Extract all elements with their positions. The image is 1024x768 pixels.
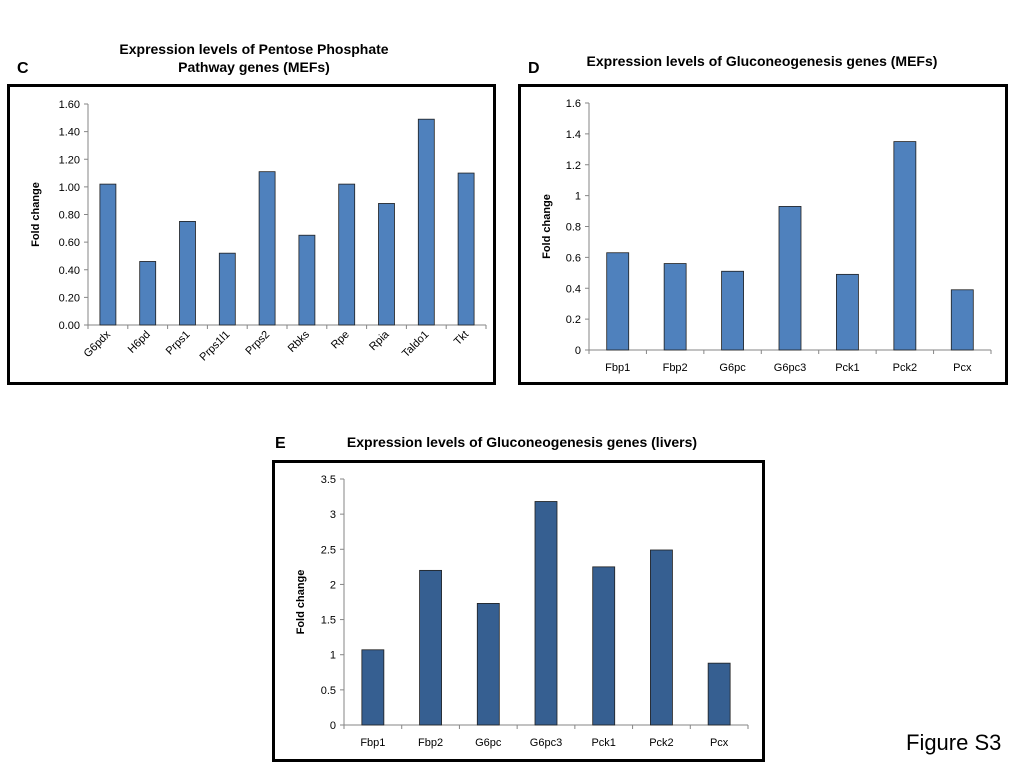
bar-pck1 xyxy=(592,566,616,726)
y-tick-label: 3.5 xyxy=(321,474,336,486)
bar-fbp1 xyxy=(606,252,630,351)
chart-title-c-line-2: Pathway genes (MEFs) xyxy=(178,59,330,75)
bar-fbp2 xyxy=(419,569,442,726)
bar-tkt xyxy=(457,172,475,326)
y-tick-label: 0.5 xyxy=(321,685,336,697)
x-tick-label: Fbp2 xyxy=(663,362,688,374)
y-tick-label: 1.20 xyxy=(59,154,80,166)
bar-g6pc xyxy=(476,603,500,726)
y-tick-label: 0.6 xyxy=(566,252,581,264)
x-tick-label: G6pc3 xyxy=(774,362,806,374)
chart-d: 0 0.2 0.4 0.6 0.8 1 1.2 1.4 1.6 Fbp1 Fbp2 G6pc G6pc3… xyxy=(541,98,992,374)
y-tick-label: 0.40 xyxy=(59,265,80,277)
y-tick-label: 2 xyxy=(330,579,336,591)
x-tick-label: Rpe xyxy=(329,329,352,352)
x-tick-label: Prps1 xyxy=(164,329,193,358)
x-tick-label: Taldo1 xyxy=(400,329,431,360)
y-tick-label: 1 xyxy=(330,650,336,662)
chart-frame-e: 0 0.5 1 1.5 2 2.5 3 3.5 Fbp1 Fbp2 G6pc G6pc3 Pck1 Pck… xyxy=(272,460,765,762)
y-tick-label: 1.00 xyxy=(59,182,80,194)
chart-title-d: Expression levels of Gluconeogenesis gen… xyxy=(560,52,964,70)
bar-prps2 xyxy=(258,171,276,326)
y-tick-label: 1.2 xyxy=(566,160,581,172)
chart-frame-d: 0 0.2 0.4 0.6 0.8 1 1.2 1.4 1.6 Fbp1 Fbp2 G6pc G6pc3… xyxy=(518,84,1008,385)
chart-title-c: Expression levels of Pentose Phosphate P… xyxy=(86,40,422,76)
x-tick-label: Pck1 xyxy=(835,362,859,374)
y-tick-label: 0.80 xyxy=(59,210,80,222)
y-tick-label: 0.60 xyxy=(59,237,80,249)
bar-g6pc3 xyxy=(778,206,802,351)
bar-g6pc3 xyxy=(534,501,558,726)
bar-h6pd xyxy=(139,261,157,326)
y-tick-label: 0.20 xyxy=(59,292,80,304)
x-tick-label: G6pc xyxy=(719,362,746,374)
y-tick-label: 0 xyxy=(330,720,336,732)
x-tick-label: Pck1 xyxy=(591,737,615,749)
x-tick-label: Prps1l1 xyxy=(198,329,233,364)
bar-pcx xyxy=(707,662,731,726)
y-axis-title: Fold change xyxy=(30,182,42,247)
chart-title-e: Expression levels of Gluconeogenesis gen… xyxy=(320,433,724,451)
x-tick-label: Pcx xyxy=(710,737,729,749)
bar-pck2 xyxy=(650,549,673,726)
y-tick-label: 1.4 xyxy=(566,129,581,141)
x-tick-label: Fbp1 xyxy=(605,362,630,374)
x-tick-label: Rbks xyxy=(286,328,313,355)
y-tick-label: 0.8 xyxy=(566,222,581,234)
y-tick-label: 0.2 xyxy=(566,314,581,326)
bar-pck1 xyxy=(836,273,859,351)
y-tick-label: 0 xyxy=(575,345,581,357)
bar-rbks xyxy=(298,234,316,326)
figure-label: Figure S3 xyxy=(906,730,1002,755)
chart-title-e-line-1: Expression levels of Gluconeogenesis gen… xyxy=(346,434,698,450)
bar-taldo1 xyxy=(417,118,435,326)
x-tick-label: G6pc xyxy=(475,737,502,749)
y-tick-label: 3 xyxy=(330,509,336,521)
x-tick-label: Fbp1 xyxy=(360,737,385,749)
x-tick-label: Pcx xyxy=(953,362,972,374)
bar-prps1l1 xyxy=(218,252,236,326)
y-tick-label: 0.4 xyxy=(566,283,581,295)
chart-frame-c: 0.00 0.20 0.40 0.60 0.80 1.00 1.20 1.40 1.60 G6pd… xyxy=(7,84,496,385)
y-tick-label: 1.5 xyxy=(321,615,336,627)
bar-pcx xyxy=(950,289,974,351)
x-tick-label: Pck2 xyxy=(649,737,673,749)
bar-rpia xyxy=(378,203,395,326)
x-tick-label: Fbp2 xyxy=(418,737,443,749)
y-tick-label: 1.6 xyxy=(566,98,581,110)
y-tick-label: 1 xyxy=(575,191,581,203)
chart-title-c-line-1: Expression levels of Pentose Phosphate xyxy=(119,41,389,57)
chart-e: 0 0.5 1 1.5 2 2.5 3 3.5 Fbp1 Fbp2 G6pc G6pc3 Pck1 Pck… xyxy=(295,474,749,749)
bar-fbp2 xyxy=(663,263,687,351)
y-tick-label: 1.40 xyxy=(59,127,80,139)
bar-pck2 xyxy=(893,141,917,351)
bar-prps1 xyxy=(179,221,196,326)
bar-fbp1 xyxy=(361,649,385,726)
bar-g6pdx xyxy=(99,183,117,326)
chart-title-d-line-1: Expression levels of Gluconeogenesis gen… xyxy=(586,53,938,69)
panel-letter-e: E xyxy=(275,435,286,452)
y-axis-title: Fold change xyxy=(295,570,307,635)
x-tick-label: Prps2 xyxy=(243,329,272,358)
panel-letter-c: C xyxy=(17,60,29,77)
x-tick-label: G6pc3 xyxy=(530,737,562,749)
y-axis-title: Fold change xyxy=(541,194,553,259)
x-tick-label: Pck2 xyxy=(893,362,917,374)
bar-g6pc xyxy=(721,270,744,351)
y-tick-label: 2.5 xyxy=(321,544,336,556)
x-tick-label: Rpia xyxy=(367,328,392,353)
x-tick-label: H6pd xyxy=(126,329,153,356)
bar-rpe xyxy=(338,183,356,326)
y-tick-label: 0.00 xyxy=(59,320,80,332)
x-tick-label: G6pdx xyxy=(82,328,114,360)
y-tick-label: 1.60 xyxy=(59,99,80,111)
panel-letter-d: D xyxy=(528,60,540,77)
x-tick-label: Tkt xyxy=(452,329,471,348)
chart-c: 0.00 0.20 0.40 0.60 0.80 1.00 1.20 1.40 1.60 G6pd… xyxy=(30,99,487,364)
